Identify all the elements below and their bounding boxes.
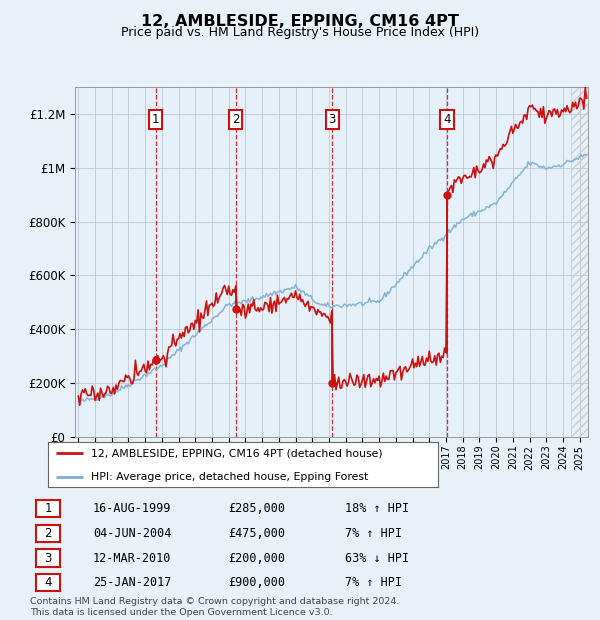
Text: £285,000: £285,000 — [228, 502, 285, 515]
Text: 18% ↑ HPI: 18% ↑ HPI — [345, 502, 409, 515]
Bar — [563, 87, 596, 437]
Text: 4: 4 — [443, 113, 451, 126]
Text: HPI: Average price, detached house, Epping Forest: HPI: Average price, detached house, Eppi… — [91, 472, 368, 482]
Text: £475,000: £475,000 — [228, 527, 285, 539]
Text: 1: 1 — [44, 502, 52, 515]
Bar — [329, 87, 362, 437]
Bar — [229, 87, 262, 437]
Bar — [429, 87, 463, 437]
Text: 3: 3 — [44, 552, 52, 564]
Text: 4: 4 — [44, 577, 52, 589]
Text: 1: 1 — [152, 113, 159, 126]
Bar — [596, 87, 600, 437]
Bar — [162, 87, 196, 437]
Text: 7% ↑ HPI: 7% ↑ HPI — [345, 577, 402, 589]
Bar — [362, 87, 396, 437]
Text: 25-JAN-2017: 25-JAN-2017 — [93, 577, 172, 589]
Text: 12, AMBLESIDE, EPPING, CM16 4PT: 12, AMBLESIDE, EPPING, CM16 4PT — [141, 14, 459, 29]
Text: £900,000: £900,000 — [228, 577, 285, 589]
Bar — [128, 87, 162, 437]
Bar — [463, 87, 496, 437]
Text: 12, AMBLESIDE, EPPING, CM16 4PT (detached house): 12, AMBLESIDE, EPPING, CM16 4PT (detache… — [91, 448, 383, 458]
Text: 12-MAR-2010: 12-MAR-2010 — [93, 552, 172, 564]
Text: 7% ↑ HPI: 7% ↑ HPI — [345, 527, 402, 539]
Bar — [496, 87, 530, 437]
Bar — [296, 87, 329, 437]
Text: 3: 3 — [328, 113, 336, 126]
Text: £200,000: £200,000 — [228, 552, 285, 564]
Text: Price paid vs. HM Land Registry's House Price Index (HPI): Price paid vs. HM Land Registry's House … — [121, 26, 479, 39]
Text: 04-JUN-2004: 04-JUN-2004 — [93, 527, 172, 539]
Bar — [262, 87, 296, 437]
Bar — [62, 87, 95, 437]
Bar — [95, 87, 128, 437]
Bar — [396, 87, 429, 437]
Text: 63% ↓ HPI: 63% ↓ HPI — [345, 552, 409, 564]
Text: 2: 2 — [44, 527, 52, 539]
Text: 16-AUG-1999: 16-AUG-1999 — [93, 502, 172, 515]
Text: Contains HM Land Registry data © Crown copyright and database right 2024.
This d: Contains HM Land Registry data © Crown c… — [30, 598, 400, 617]
Text: 2: 2 — [232, 113, 239, 126]
Bar — [530, 87, 563, 437]
Bar — [196, 87, 229, 437]
